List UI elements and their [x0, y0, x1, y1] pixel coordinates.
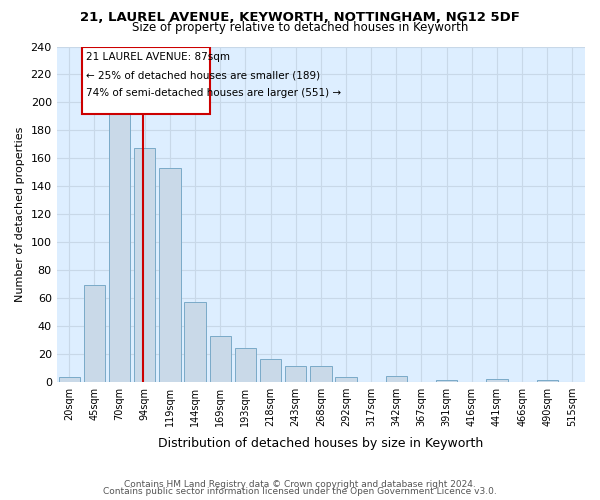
- Bar: [310, 366, 332, 382]
- Bar: [109, 114, 130, 382]
- Bar: [436, 380, 457, 382]
- Bar: [134, 148, 155, 382]
- Text: 74% of semi-detached houses are larger (551) →: 74% of semi-detached houses are larger (…: [86, 88, 341, 99]
- Bar: [386, 376, 407, 382]
- Bar: [536, 380, 558, 382]
- Text: 21, LAUREL AVENUE, KEYWORTH, NOTTINGHAM, NG12 5DF: 21, LAUREL AVENUE, KEYWORTH, NOTTINGHAM,…: [80, 11, 520, 24]
- Text: ← 25% of detached houses are smaller (189): ← 25% of detached houses are smaller (18…: [86, 70, 320, 80]
- Text: Contains public sector information licensed under the Open Government Licence v3: Contains public sector information licen…: [103, 487, 497, 496]
- Bar: [159, 168, 181, 382]
- Bar: [260, 360, 281, 382]
- FancyBboxPatch shape: [82, 46, 210, 114]
- Bar: [59, 378, 80, 382]
- X-axis label: Distribution of detached houses by size in Keyworth: Distribution of detached houses by size …: [158, 437, 484, 450]
- Text: Size of property relative to detached houses in Keyworth: Size of property relative to detached ho…: [132, 22, 468, 35]
- Bar: [335, 378, 356, 382]
- Text: 21 LAUREL AVENUE: 87sqm: 21 LAUREL AVENUE: 87sqm: [86, 52, 230, 62]
- Bar: [285, 366, 307, 382]
- Y-axis label: Number of detached properties: Number of detached properties: [15, 126, 25, 302]
- Bar: [486, 379, 508, 382]
- Text: Contains HM Land Registry data © Crown copyright and database right 2024.: Contains HM Land Registry data © Crown c…: [124, 480, 476, 489]
- Bar: [235, 348, 256, 382]
- Bar: [209, 336, 231, 382]
- Bar: [184, 302, 206, 382]
- Bar: [84, 286, 105, 382]
